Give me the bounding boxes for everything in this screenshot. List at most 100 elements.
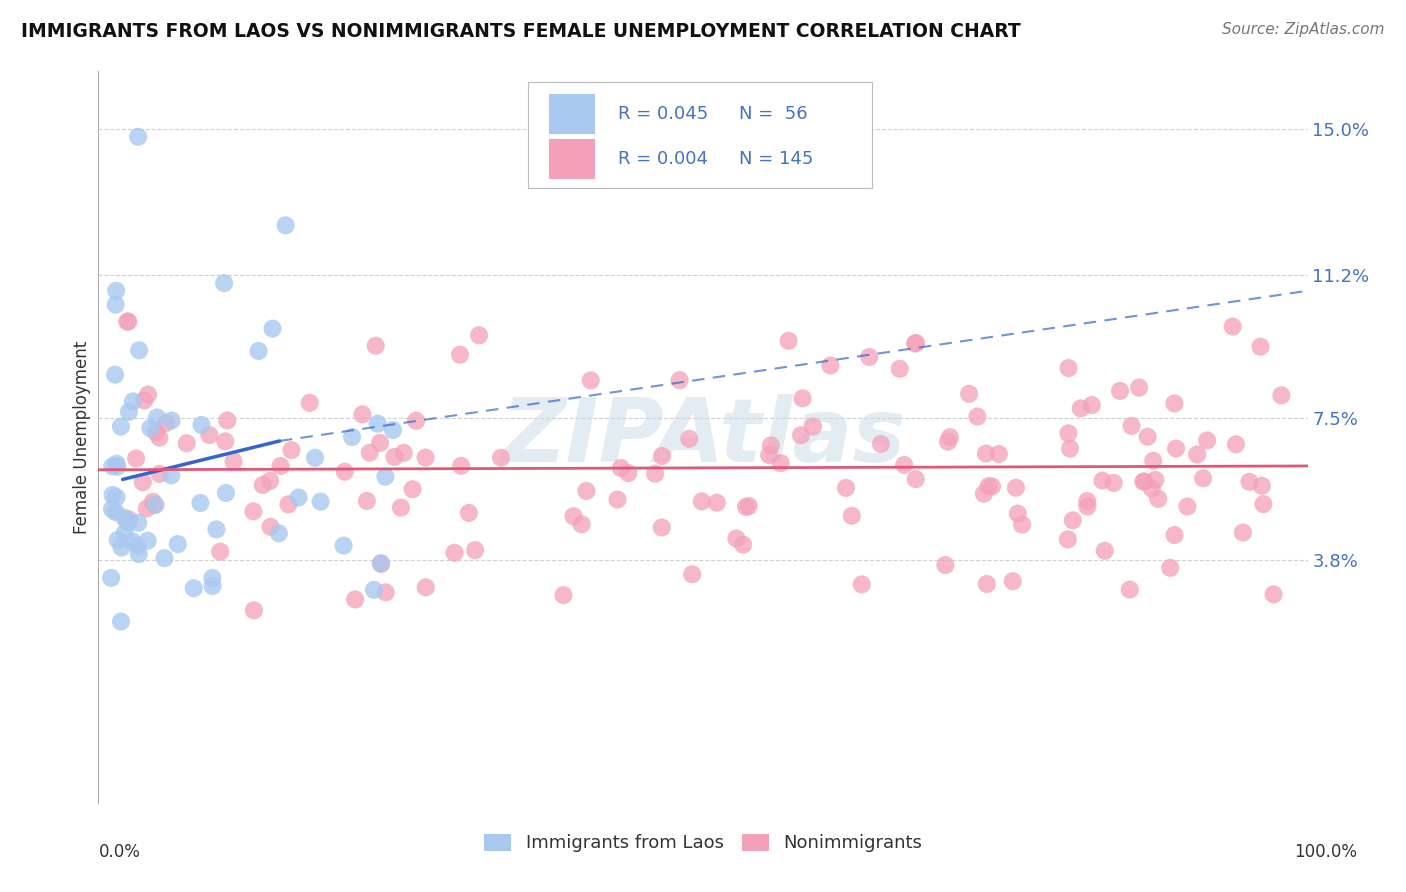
Point <box>1144 473 1167 487</box>
Point <box>370 556 392 570</box>
Point <box>759 438 782 452</box>
Point <box>1164 442 1187 456</box>
Point <box>122 394 145 409</box>
Point <box>571 517 593 532</box>
Point <box>1133 475 1156 489</box>
Point <box>617 466 640 480</box>
Point <box>1249 340 1271 354</box>
Point <box>127 516 149 530</box>
Point <box>145 425 167 440</box>
Point <box>553 588 575 602</box>
Point <box>332 539 354 553</box>
Point <box>1192 471 1215 485</box>
Point <box>606 492 628 507</box>
Point <box>939 430 962 444</box>
Point <box>100 571 122 585</box>
Legend: Immigrants from Laos, Nonimmigrants: Immigrants from Laos, Nonimmigrants <box>477 826 929 860</box>
Point <box>104 505 127 519</box>
Point <box>1119 582 1142 597</box>
Point <box>201 579 224 593</box>
Point <box>1142 454 1164 468</box>
Point <box>146 410 169 425</box>
Text: 0.0%: 0.0% <box>98 843 141 861</box>
Point <box>105 284 128 298</box>
Point <box>733 538 755 552</box>
Point <box>1222 319 1244 334</box>
Point <box>1132 475 1154 489</box>
Point <box>1147 491 1170 506</box>
Point <box>215 486 238 500</box>
Point <box>110 419 132 434</box>
Point <box>841 508 863 523</box>
Point <box>889 362 911 376</box>
Point <box>1076 500 1098 514</box>
Point <box>217 413 239 427</box>
Point <box>252 478 274 492</box>
Point <box>277 497 299 511</box>
Point <box>117 315 139 329</box>
Point <box>987 447 1010 461</box>
Point <box>101 488 124 502</box>
Bar <box>550 94 595 135</box>
Point <box>1062 513 1084 527</box>
Text: R = 0.004: R = 0.004 <box>619 150 709 168</box>
Point <box>287 491 309 505</box>
Text: N = 145: N = 145 <box>740 150 814 168</box>
Point <box>1239 475 1261 489</box>
Point <box>105 457 128 471</box>
Point <box>298 396 321 410</box>
Point <box>820 359 842 373</box>
Point <box>934 558 956 572</box>
Point <box>368 436 391 450</box>
Point <box>801 419 824 434</box>
Point <box>105 490 128 504</box>
Point <box>401 482 423 496</box>
Point <box>374 585 396 599</box>
Point <box>135 501 157 516</box>
Point <box>149 467 172 481</box>
Point <box>1270 388 1292 402</box>
Point <box>562 509 585 524</box>
Point <box>128 343 150 358</box>
Text: 100.0%: 100.0% <box>1294 843 1357 861</box>
Point <box>136 533 159 548</box>
Point <box>957 387 980 401</box>
Point <box>117 515 139 529</box>
Point <box>367 417 389 431</box>
Point <box>977 479 1000 493</box>
Point <box>262 321 284 335</box>
Point <box>1197 434 1219 448</box>
Point <box>1225 437 1247 451</box>
Point <box>1081 398 1104 412</box>
Point <box>1057 426 1080 441</box>
Point <box>1159 561 1181 575</box>
Point <box>973 487 995 501</box>
Point <box>489 450 512 465</box>
Point <box>243 603 266 617</box>
Point <box>280 443 302 458</box>
Point <box>104 368 127 382</box>
Point <box>270 458 292 473</box>
Point <box>259 474 281 488</box>
Point <box>706 496 728 510</box>
Point <box>415 580 437 594</box>
Text: N =  56: N = 56 <box>740 105 808 123</box>
Text: ZIPAtlas: ZIPAtlas <box>501 393 905 481</box>
Point <box>468 328 491 343</box>
Point <box>143 498 166 512</box>
Point <box>651 449 673 463</box>
Point <box>160 468 183 483</box>
Point <box>214 434 236 449</box>
Point <box>457 506 479 520</box>
Point <box>464 543 486 558</box>
Point <box>107 533 129 547</box>
Point <box>725 532 748 546</box>
Point <box>104 298 127 312</box>
Point <box>778 334 800 348</box>
Point <box>112 510 135 524</box>
Point <box>101 502 124 516</box>
Point <box>738 499 761 513</box>
Point <box>1109 384 1132 398</box>
Point <box>1094 543 1116 558</box>
Point <box>105 459 128 474</box>
